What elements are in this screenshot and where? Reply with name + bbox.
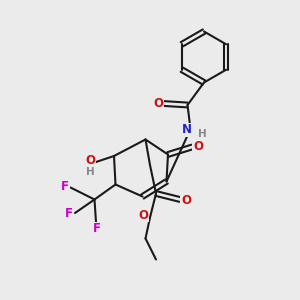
Text: F: F <box>93 222 101 235</box>
Text: F: F <box>64 207 72 220</box>
Text: F: F <box>61 180 69 194</box>
Text: H: H <box>85 167 94 177</box>
Text: O: O <box>153 97 163 110</box>
Text: O: O <box>138 208 148 222</box>
Text: O: O <box>85 154 95 167</box>
Text: N: N <box>182 123 192 136</box>
Text: H: H <box>197 129 206 140</box>
Text: O: O <box>193 140 203 153</box>
Text: O: O <box>181 194 191 207</box>
